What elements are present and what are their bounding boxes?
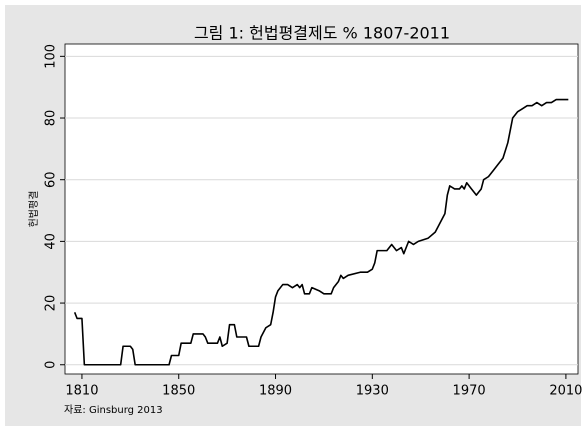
plot-area — [64, 43, 579, 375]
data-line — [73, 98, 569, 366]
y-tick-label: 100 — [44, 44, 59, 69]
x-tick-label: 2010 — [549, 384, 582, 399]
source-note: 자료: Ginsburg 2013 — [64, 404, 163, 416]
y-tick-label: 20 — [44, 295, 59, 312]
x-tick-label: 1810 — [65, 384, 98, 399]
y-tick-label: 0 — [44, 361, 59, 369]
x-tick-label: 1850 — [162, 384, 195, 399]
y-axis-label: 헌법평결 — [28, 191, 40, 228]
y-tick-label: 40 — [44, 233, 59, 250]
x-tick-label: 1970 — [453, 384, 486, 399]
y-tick-label: 60 — [44, 171, 59, 188]
y-tick-label: 80 — [44, 110, 59, 127]
x-tick-label: 1930 — [356, 384, 389, 399]
x-tick-label: 1890 — [259, 384, 292, 399]
chart-title: 그림 1: 헌법평결제도 % 1807-2011 — [194, 24, 450, 43]
